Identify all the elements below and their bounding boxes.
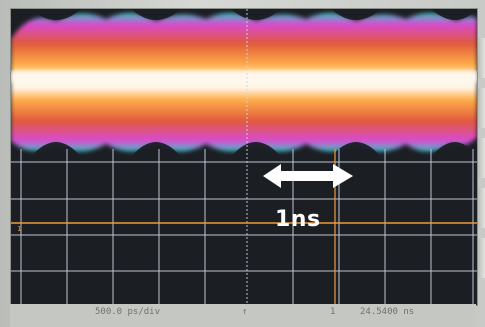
eye-opening-bottom [31,142,477,157]
side-softkey-3[interactable] [476,138,485,178]
side-softkey-1[interactable] [476,38,485,78]
side-softkey-2[interactable] [476,88,485,128]
graticule [11,9,477,305]
scope-screen: 1ns 1 [10,8,478,306]
eye-center-line [11,71,477,83]
double-arrow-icon [263,164,353,188]
status-bar: 500.0 ps/div ↑ 1 24.5400 ns [10,304,476,327]
side-softkey-4[interactable] [476,188,485,228]
eye-diagram [11,9,477,157]
cursor-marker: 1 [330,307,336,317]
trigger-position-icon: ↑ [242,307,248,317]
cursor-time-readout: 24.5400 ns [360,307,415,317]
timebase-readout: 500.0 ps/div [95,307,161,317]
side-softkey-5[interactable] [476,238,485,278]
eye-opening-top [31,9,477,20]
scope-display [11,9,477,305]
channel-marker: 1 [17,225,22,233]
timing-annotation: 1ns [275,207,321,232]
